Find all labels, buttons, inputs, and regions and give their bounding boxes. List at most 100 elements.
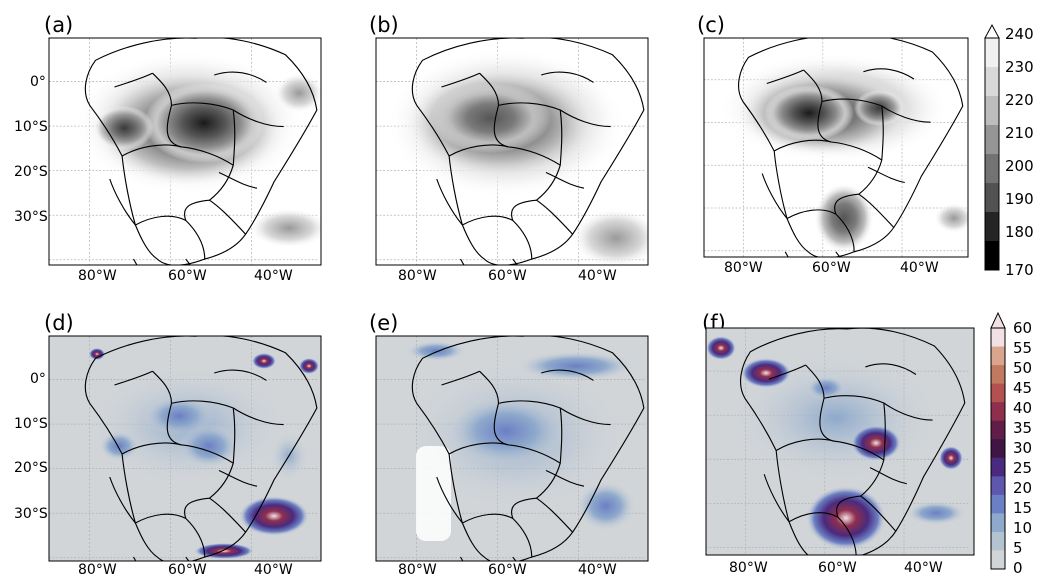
lon-tick: 80°W — [398, 268, 437, 284]
colorbar-tick: 30 — [1013, 439, 1032, 457]
lon-tick: 80°W — [78, 562, 117, 577]
colorbar-tick: 60 — [1013, 319, 1032, 337]
colorbar-band — [991, 476, 1005, 496]
lon-tick: 80°W — [729, 560, 768, 576]
map-area — [49, 38, 321, 265]
colorbar-band — [991, 365, 1005, 385]
lon-tick: 40°W — [900, 260, 939, 276]
colorbar-band — [991, 457, 1005, 477]
colorbar-tick: 220 — [1005, 91, 1034, 109]
colorbar-tick: 0 — [1013, 559, 1023, 577]
lon-tick: 40°W — [254, 268, 293, 284]
panel-c: (c) — [697, 13, 969, 258]
colorbar-tick: 190 — [1005, 190, 1034, 208]
panel-a: (a) — [44, 13, 322, 266]
panel-label: (c) — [697, 13, 725, 37]
colorbar-tick: 50 — [1013, 359, 1032, 377]
lon-ticks-a: 80°W 60°W 40°W — [78, 268, 293, 284]
colorbar-precip: 60 55 50 45 40 35 30 25 20 15 10 5 0 — [990, 311, 1032, 577]
map-area — [49, 336, 321, 561]
lat-tick: 20°S — [14, 164, 48, 180]
lat-tick: 20°S — [14, 460, 48, 476]
colorbar-tick-labels: 60 55 50 45 40 35 30 25 20 15 10 5 0 — [1013, 319, 1032, 577]
colorbar-band — [991, 402, 1005, 422]
colorbar-band — [991, 494, 1005, 514]
map-area — [706, 328, 974, 555]
colorbar-band — [985, 67, 999, 97]
colorbar-band — [991, 531, 1005, 551]
colorbar-band — [985, 125, 999, 155]
colorbar-band — [985, 96, 999, 126]
map-area — [376, 38, 648, 265]
lat-ticks-top: 0° 10°S 20°S 30°S — [14, 74, 48, 225]
colorbar-bands — [985, 38, 999, 271]
colorbar-tick: 210 — [1005, 124, 1034, 142]
panel-d: (d) — [44, 311, 322, 562]
lat-tick: 10°S — [14, 119, 48, 135]
colorbar-band — [985, 154, 999, 184]
colorbar-band — [991, 328, 1005, 348]
lat-tick: 0° — [30, 371, 46, 387]
lon-ticks-d: 80°W 60°W 40°W — [78, 562, 293, 577]
colorbar-band — [991, 383, 1005, 403]
colorbar-band — [991, 346, 1005, 366]
lon-tick: 40°W — [254, 562, 293, 577]
colorbar-band — [991, 439, 1005, 459]
panel-b: (b) — [369, 13, 649, 266]
panel-f: (f) — [702, 311, 975, 556]
lat-ticks-bottom: 0° 10°S 20°S 30°S — [14, 371, 48, 522]
lat-tick: 10°S — [14, 416, 48, 432]
colorbar-band — [991, 420, 1005, 440]
lon-tick: 80°W — [78, 268, 117, 284]
lon-tick: 80°W — [398, 562, 437, 577]
colorbar-tick: 20 — [1013, 479, 1032, 497]
lon-tick: 60°W — [488, 268, 527, 284]
lon-tick: 80°W — [724, 260, 763, 276]
colorbar-bt: 240 230 220 210 200 190 180 170 — [984, 23, 1034, 279]
colorbar-band — [991, 550, 1005, 570]
colorbar-extend-arrow — [990, 311, 1006, 329]
panel-label: (d) — [44, 311, 74, 335]
panel-e: (e) — [369, 311, 649, 562]
lat-tick: 0° — [30, 74, 46, 90]
colorbar-tick-labels: 240 230 220 210 200 190 180 170 — [1005, 25, 1034, 279]
lon-tick: 60°W — [818, 560, 857, 576]
colorbar-band — [991, 513, 1005, 533]
map-area — [376, 336, 648, 561]
panel-label: (a) — [44, 13, 73, 37]
lon-tick: 40°W — [904, 560, 943, 576]
colorbar-tick: 10 — [1013, 519, 1032, 537]
colorbar-tick: 170 — [1005, 261, 1034, 279]
lon-ticks-f: 80°W 60°W 40°W — [729, 560, 943, 576]
colorbar-tick: 240 — [1005, 25, 1034, 43]
colorbar-band — [985, 38, 999, 68]
lon-tick: 60°W — [488, 562, 527, 577]
lon-tick: 60°W — [812, 260, 851, 276]
colorbar-tick: 35 — [1013, 419, 1032, 437]
colorbar-extend-arrow — [984, 23, 1000, 39]
lon-tick: 60°W — [168, 562, 207, 577]
colorbar-tick: 40 — [1013, 399, 1032, 417]
colorbar-band — [985, 183, 999, 213]
lon-tick: 40°W — [578, 268, 617, 284]
lat-tick: 30°S — [14, 209, 48, 225]
colorbar-tick: 15 — [1013, 499, 1032, 517]
lon-ticks-b: 80°W 60°W 40°W — [398, 268, 617, 284]
colorbar-tick: 200 — [1005, 157, 1034, 175]
lat-tick: 30°S — [14, 506, 48, 522]
colorbar-tick: 55 — [1013, 339, 1032, 357]
panel-label: (b) — [369, 13, 399, 37]
colorbar-tick: 25 — [1013, 459, 1032, 477]
lon-ticks-c: 80°W 60°W 40°W — [724, 260, 939, 276]
colorbar-tick: 180 — [1005, 223, 1034, 241]
colorbar-bands — [991, 328, 1005, 570]
lon-ticks-e: 80°W 60°W 40°W — [398, 562, 617, 577]
colorbar-tick: 230 — [1005, 58, 1034, 76]
map-area — [704, 38, 968, 257]
panel-label: (e) — [369, 311, 398, 335]
colorbar-tick: 45 — [1013, 379, 1032, 397]
colorbar-band — [985, 212, 999, 242]
lon-tick: 60°W — [168, 268, 207, 284]
lon-tick: 40°W — [578, 562, 617, 577]
